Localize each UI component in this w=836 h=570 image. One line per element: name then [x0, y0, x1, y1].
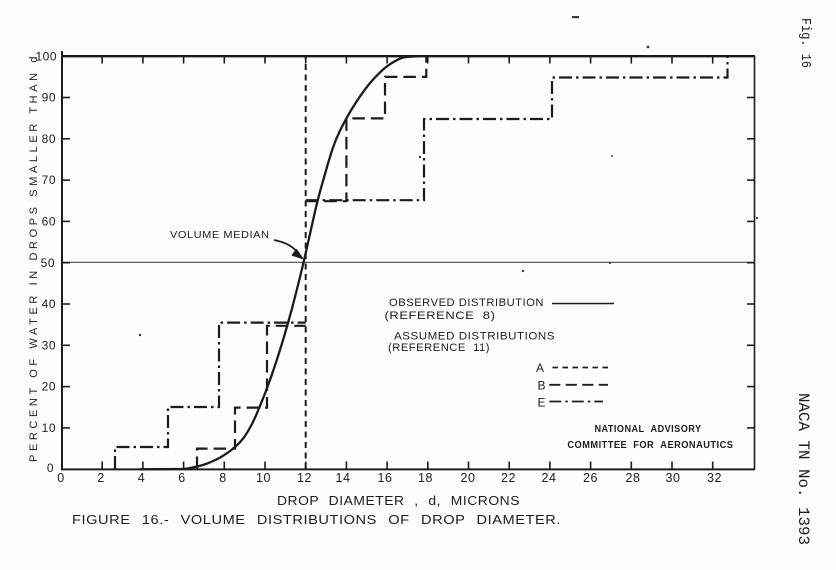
svg-text:80: 80 — [42, 132, 56, 146]
svg-text:PERCENT OF WATER IN DROPS SMAL: PERCENT OF WATER IN DROPS SMALLER THAN d — [28, 56, 40, 462]
svg-text:ASSUMED DISTRIBUTIONS: ASSUMED DISTRIBUTIONS — [394, 331, 555, 343]
svg-text:30: 30 — [666, 471, 681, 485]
svg-text:14: 14 — [336, 471, 351, 485]
svg-text:70: 70 — [42, 173, 56, 187]
svg-text:90: 90 — [42, 91, 56, 105]
svg-text:NACA TN No. 1393: NACA TN No. 1393 — [794, 393, 812, 545]
svg-text:60: 60 — [42, 215, 56, 229]
svg-text:26: 26 — [583, 471, 598, 485]
svg-text:2: 2 — [97, 471, 104, 485]
svg-text:100: 100 — [35, 49, 57, 63]
svg-text:COMMITTEE FOR AERONAUTICS: COMMITTEE FOR AERONAUTICS — [567, 440, 733, 451]
svg-text:FIGURE 16.- VOLUME DISTRIBUTIO: FIGURE 16.- VOLUME DISTRIBUTIONS OF DROP… — [72, 512, 561, 527]
svg-text:B: B — [538, 379, 547, 393]
svg-text:8: 8 — [219, 471, 226, 485]
svg-text:NATIONAL ADVISORY: NATIONAL ADVISORY — [595, 424, 702, 435]
svg-text:10: 10 — [256, 471, 271, 485]
svg-text:20: 20 — [42, 380, 56, 394]
svg-text:16: 16 — [378, 471, 393, 485]
svg-text:28: 28 — [626, 471, 641, 485]
svg-text:24: 24 — [542, 471, 557, 485]
svg-text:18: 18 — [418, 471, 433, 485]
svg-text:(REFERENCE 8): (REFERENCE 8) — [385, 310, 496, 322]
svg-text:E: E — [538, 396, 547, 410]
svg-text:Fig. 16: Fig. 16 — [797, 18, 812, 68]
svg-text:6: 6 — [178, 471, 185, 485]
svg-text:40: 40 — [42, 297, 56, 311]
svg-text:4: 4 — [138, 471, 145, 485]
svg-text:12: 12 — [297, 471, 312, 485]
svg-text:32: 32 — [707, 471, 722, 485]
svg-text:10: 10 — [42, 421, 56, 435]
svg-text:0: 0 — [57, 471, 64, 485]
svg-text:0: 0 — [47, 461, 54, 475]
svg-text:DROP DIAMETER , d, MICRONS: DROP DIAMETER , d, MICRONS — [277, 493, 520, 508]
svg-text:OBSERVED DISTRIBUTION: OBSERVED DISTRIBUTION — [389, 297, 544, 309]
svg-text:VOLUME MEDIAN: VOLUME MEDIAN — [170, 229, 270, 241]
svg-text:50: 50 — [41, 256, 55, 270]
svg-text:30: 30 — [42, 338, 56, 352]
svg-text:22: 22 — [501, 471, 516, 485]
svg-text:A: A — [536, 361, 545, 375]
svg-text:20: 20 — [461, 471, 476, 485]
svg-text:(REFERENCE 11): (REFERENCE 11) — [388, 342, 490, 354]
